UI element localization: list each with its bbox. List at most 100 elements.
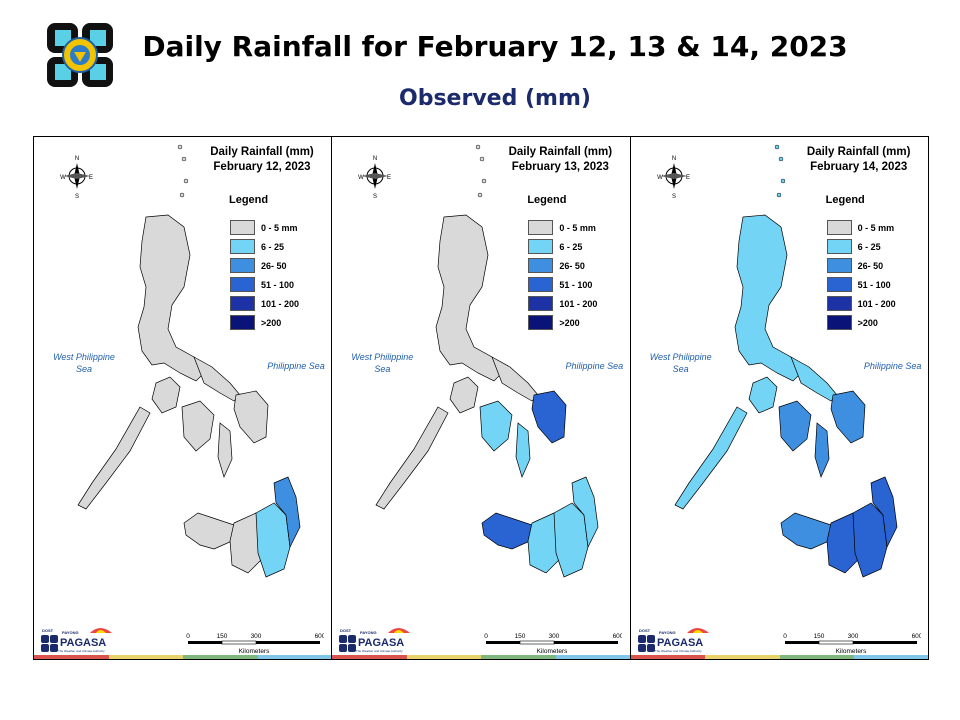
region-mindanao-east-coast	[571, 476, 599, 549]
stripe-segment	[34, 655, 109, 659]
compass-w: W	[358, 175, 364, 181]
stripe-segment	[705, 655, 780, 659]
color-stripe	[630, 655, 928, 659]
region-samar	[830, 390, 866, 444]
legend: 0 - 5 mm 6 - 25 26- 50 51 - 100 101 - 200 >20…	[230, 218, 299, 332]
philippines-rainfall-map	[674, 144, 898, 578]
stripe-segment	[257, 655, 332, 659]
scale-bar: 0 150 300 600 Kilometers	[186, 633, 324, 655]
stripe-segment	[406, 655, 482, 659]
legend-label: 51 - 100	[261, 279, 295, 290]
legend-swatch	[826, 296, 852, 311]
sea-label-east: Philippine Sea	[565, 361, 624, 371]
legend-label: >200	[261, 317, 282, 328]
legend-swatch	[230, 296, 255, 311]
legend-label: 26- 50	[559, 260, 585, 271]
region-luzon	[137, 214, 205, 382]
compass-s: S	[373, 194, 377, 199]
compass-n: N	[373, 156, 377, 162]
legend-item: >200	[230, 313, 299, 332]
legend-label: >200	[559, 317, 580, 328]
legend-item: 0 - 5 mm	[528, 218, 597, 237]
compass-rose-icon: N S W E	[358, 156, 391, 199]
legend-swatch	[528, 239, 554, 254]
philippines-rainfall-map	[375, 144, 599, 578]
legend: 0 - 5 mm 6 - 25 26- 50 51 - 100 101 - 200 >20…	[528, 218, 597, 332]
brand-org: PAGASA	[657, 637, 703, 649]
scale-unit: Kilometers	[239, 648, 270, 655]
brand-dost: DOST	[340, 628, 352, 633]
legend-label: 0 - 5 mm	[857, 222, 895, 233]
scale-tick: 600	[613, 633, 622, 640]
region-mindanao-west	[183, 512, 235, 550]
legend-swatch	[230, 220, 255, 235]
map-panel-feb-13: N S W E Daily Rainfall (mm) February 13, 2023…	[332, 137, 631, 659]
region-luzon	[435, 214, 503, 382]
scale-tick: 300	[251, 633, 262, 640]
map-panels: N S W E Daily Rainfall (mm) February 12, 2023…	[33, 136, 929, 660]
legend-swatch	[230, 239, 255, 254]
island	[181, 156, 187, 162]
legend-swatch	[826, 277, 852, 292]
compass-e: E	[686, 175, 690, 181]
region-samar	[233, 390, 269, 444]
legend-label: 0 - 5 mm	[559, 222, 596, 233]
map-heading: Daily Rainfall (mm)	[806, 146, 911, 158]
stripe-segment	[854, 655, 928, 659]
legend-label: 51 - 100	[559, 279, 593, 290]
region-visayas	[181, 400, 215, 452]
scale-tick: 300	[549, 633, 560, 640]
scale-bar: 0 150 300 600 Kilometers	[485, 633, 623, 655]
compass-s: S	[75, 194, 79, 199]
legend-swatch	[528, 277, 554, 292]
legend-item: 26- 50	[230, 256, 299, 275]
scale-unit: Kilometers	[537, 648, 568, 655]
compass-n: N	[75, 156, 79, 162]
legend-label: 26- 50	[261, 260, 287, 271]
region-mindanao-east-coast	[273, 476, 301, 549]
legend-swatch	[528, 296, 554, 311]
legend-swatch	[230, 258, 255, 273]
brand-motto: The Weather and Climate Authority	[356, 649, 403, 653]
region-bicol	[491, 356, 539, 402]
brand-tag: PAYONG	[659, 630, 676, 635]
legend-label: 26- 50	[857, 260, 884, 271]
legend-swatch	[826, 239, 852, 254]
scale-tick: 600	[911, 633, 920, 640]
scale-tick: 150	[813, 633, 824, 640]
map-panel-feb-14: N S W E Daily Rainfall (mm) February 14, 2023…	[630, 137, 928, 659]
legend-item: 0 - 5 mm	[826, 218, 896, 237]
legend-label: 0 - 5 mm	[261, 222, 298, 233]
brand-tag: PAYONG	[360, 630, 377, 635]
sea-label-west: West Philippine Sea	[351, 352, 414, 374]
region-cebu	[814, 422, 830, 479]
region-mindanao-east	[255, 502, 291, 578]
island	[179, 192, 185, 198]
legend-label: 6 - 25	[261, 241, 285, 252]
legend-item: 6 - 25	[528, 237, 597, 256]
legend-item: 0 - 5 mm	[230, 218, 299, 237]
stripe-segment	[555, 655, 630, 659]
legend-swatch	[826, 220, 852, 235]
scale-tick: 150	[217, 633, 228, 640]
legend-item: 6 - 25	[230, 237, 299, 256]
scale-tick: 0	[783, 633, 787, 640]
legend-swatch	[528, 220, 554, 235]
region-mindoro	[748, 376, 778, 414]
region-palawan	[77, 406, 151, 510]
legend-item: 51 - 100	[230, 275, 299, 294]
map-title: Daily Rainfall (mm) February 12, 2023	[202, 145, 322, 175]
legend-item: 101 - 200	[230, 294, 299, 313]
map-heading: Daily Rainfall (mm)	[210, 146, 314, 158]
brand-org: PAGASA	[358, 637, 404, 649]
legend-label: 101 - 200	[559, 298, 598, 309]
legend-title: Legend	[229, 194, 269, 206]
compass-n: N	[671, 156, 675, 162]
sea-label-east: Philippine Sea	[267, 361, 325, 371]
legend-item: 6 - 25	[826, 237, 896, 256]
legend-label: >200	[857, 317, 878, 328]
brand-tag: PAYONG	[62, 630, 79, 635]
scale-bar: 0 150 300 600 Kilometers	[783, 633, 921, 655]
region-visayas	[479, 400, 513, 452]
